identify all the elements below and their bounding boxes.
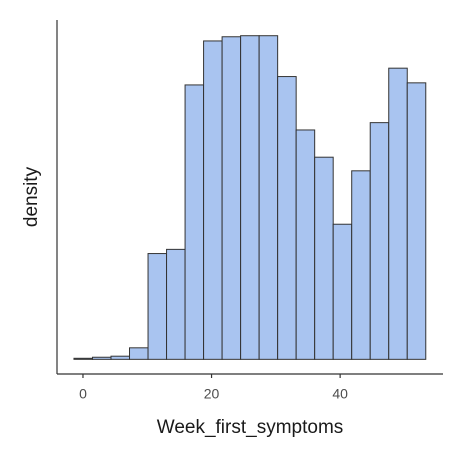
- bar: [184, 84, 205, 360]
- bar: [91, 356, 112, 360]
- bar: [258, 35, 279, 360]
- bar: [351, 170, 371, 360]
- bar: [166, 248, 186, 360]
- bar: [221, 36, 242, 360]
- bar: [277, 76, 297, 360]
- bar: [147, 253, 168, 360]
- bar: [314, 156, 334, 360]
- bar: [129, 347, 149, 360]
- bar: [295, 129, 316, 360]
- x-tick-label: 0: [79, 386, 87, 402]
- bar: [332, 223, 353, 360]
- x-tick-label: 40: [332, 386, 348, 402]
- bar: [110, 355, 131, 360]
- bar: [388, 67, 408, 360]
- y-axis-title: density: [21, 166, 42, 227]
- bar: [73, 357, 93, 360]
- x-axis-title: Week_first_symptoms: [157, 417, 344, 438]
- bar: [406, 82, 427, 360]
- bar: [240, 35, 260, 360]
- bar: [369, 122, 390, 360]
- x-tick-label: 20: [204, 386, 220, 402]
- bar: [203, 40, 223, 360]
